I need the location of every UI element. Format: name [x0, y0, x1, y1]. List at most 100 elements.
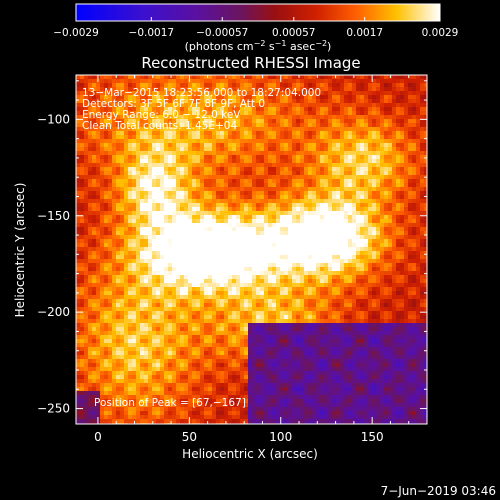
heatmap-cell [96, 207, 101, 212]
heatmap-cell [184, 135, 189, 140]
heatmap-cell [144, 211, 149, 216]
heatmap-cell [192, 211, 197, 216]
heatmap-cell [264, 267, 269, 272]
heatmap-cell [252, 407, 257, 412]
heatmap-cell [112, 367, 117, 372]
heatmap-cell [96, 343, 101, 348]
heatmap-cell [112, 199, 117, 204]
heatmap-cell [200, 327, 205, 332]
heatmap-cell [80, 163, 85, 168]
heatmap-cell [128, 75, 133, 80]
heatmap-cell [164, 147, 169, 152]
heatmap-cell [136, 79, 141, 84]
heatmap-cell [248, 167, 253, 172]
heatmap-cell [88, 227, 93, 232]
heatmap-cell [236, 339, 241, 344]
heatmap-cell [176, 91, 181, 96]
heatmap-cell [244, 119, 249, 124]
heatmap-cell [272, 259, 277, 264]
heatmap-cell [136, 287, 141, 292]
heatmap-cell [260, 295, 265, 300]
heatmap-cell [232, 367, 237, 372]
heatmap-cell [128, 387, 133, 392]
heatmap-cell [164, 171, 169, 176]
heatmap-cell [196, 383, 201, 388]
heatmap-cell [280, 355, 285, 360]
heatmap-cell [156, 343, 161, 348]
heatmap-cell [152, 243, 157, 248]
heatmap-cell [268, 219, 273, 224]
heatmap-cell [112, 391, 117, 396]
heatmap-cell [248, 355, 253, 360]
heatmap-cell [172, 255, 177, 260]
heatmap-cell [120, 215, 125, 220]
heatmap-cell [176, 339, 181, 344]
heatmap-cell [160, 203, 165, 208]
heatmap-cell [176, 279, 181, 284]
heatmap-cell [244, 411, 249, 416]
heatmap-cell [196, 407, 201, 412]
heatmap-cell [284, 223, 289, 228]
heatmap-cell [164, 247, 169, 252]
heatmap-cell [184, 287, 189, 292]
heatmap-cell [296, 263, 301, 268]
heatmap-cell [300, 135, 305, 140]
heatmap-cell [280, 259, 285, 264]
heatmap-cell [104, 371, 109, 376]
heatmap-cell [276, 347, 281, 352]
heatmap-cell [116, 187, 121, 192]
heatmap-cell [296, 207, 301, 212]
heatmap-cell [164, 303, 169, 308]
heatmap-cell [136, 107, 141, 112]
heatmap-cell [224, 399, 229, 404]
heatmap-cell [96, 375, 101, 380]
heatmap-cell [88, 307, 93, 312]
heatmap-cell [228, 407, 233, 412]
heatmap-cell [260, 331, 265, 336]
heatmap-cell [112, 195, 117, 200]
heatmap-cell [128, 415, 133, 420]
heatmap-cell [164, 127, 169, 132]
heatmap-cell [84, 223, 89, 228]
heatmap-cell [172, 227, 177, 232]
heatmap-cell [92, 119, 97, 124]
heatmap-cell [124, 135, 129, 140]
heatmap-cell [176, 363, 181, 368]
heatmap-cell [200, 103, 205, 108]
heatmap-cell [276, 83, 281, 88]
heatmap-cell [284, 83, 289, 88]
heatmap-cell [116, 87, 121, 92]
heatmap-cell [164, 415, 169, 420]
heatmap-cell [112, 343, 117, 348]
heatmap-cell [160, 199, 165, 204]
heatmap-cell [292, 215, 297, 220]
heatmap-cell [176, 139, 181, 144]
heatmap-cell [260, 203, 265, 208]
heatmap-cell [104, 215, 109, 220]
heatmap-cell [296, 215, 301, 220]
heatmap-cell [216, 415, 221, 420]
heatmap-cell [116, 315, 121, 320]
heatmap-cell [268, 247, 273, 252]
heatmap-cell [216, 151, 221, 156]
heatmap-cell [216, 119, 221, 124]
heatmap-cell [204, 339, 209, 344]
heatmap-cell [164, 371, 169, 376]
heatmap-cell [124, 79, 129, 84]
heatmap-cell [76, 407, 81, 412]
heatmap-cell [88, 175, 93, 180]
heatmap-cell [176, 319, 181, 324]
heatmap-cell [136, 127, 141, 132]
heatmap-cell [180, 183, 185, 188]
heatmap-cell [140, 147, 145, 152]
heatmap-cell [100, 291, 105, 296]
heatmap-cell [116, 383, 121, 388]
heatmap-cell [224, 179, 229, 184]
heatmap-cell [156, 111, 161, 116]
heatmap-cell [244, 203, 249, 208]
heatmap-cell [132, 123, 137, 128]
heatmap-cell [288, 171, 293, 176]
heatmap-cell [200, 175, 205, 180]
heatmap-cell [156, 319, 161, 324]
heatmap-cell [296, 267, 301, 272]
